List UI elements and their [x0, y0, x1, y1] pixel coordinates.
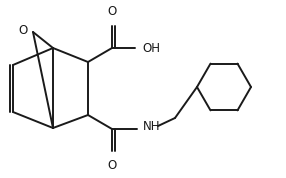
Text: O: O	[19, 23, 28, 36]
Text: NH: NH	[143, 119, 160, 132]
Text: O: O	[107, 5, 117, 18]
Text: OH: OH	[142, 41, 160, 54]
Text: O: O	[107, 159, 117, 172]
